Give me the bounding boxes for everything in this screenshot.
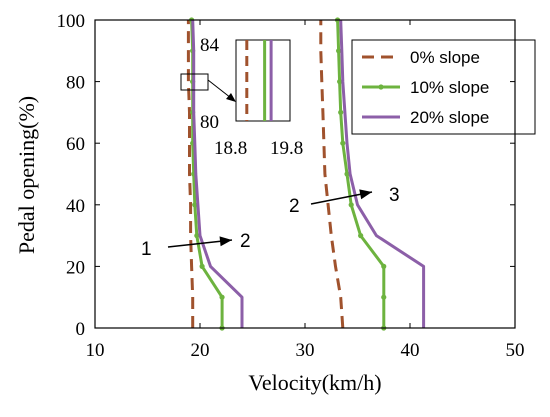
y-tick-label-2: 40 (66, 196, 85, 217)
data-point-1-0-1 (219, 294, 225, 300)
inset-pointer-line (207, 79, 232, 99)
x-tick-label-2: 30 (296, 340, 315, 361)
data-point-1-1-6 (340, 140, 346, 146)
series-line-2-1 (339, 19, 426, 328)
x-tick-label-0: 10 (86, 340, 105, 361)
y-axis-title: Pedal opening(%) (14, 96, 39, 254)
zoom-region-marker (180, 73, 209, 91)
inset-box (235, 39, 291, 122)
arrow2-from-label: 2 (289, 196, 300, 217)
y-tick-label-3: 60 (66, 134, 85, 155)
series-line-0-1 (319, 20, 345, 329)
inset-x-left-label: 18.8 (214, 138, 247, 159)
data-point-1-1-8 (337, 79, 343, 85)
legend-label-1: 10% slope (410, 78, 489, 97)
x-tick-label-3: 40 (401, 340, 420, 361)
arrow1-from-label: 1 (141, 239, 152, 260)
series-line-2-0 (191, 19, 244, 328)
inset-pointer-head (226, 93, 236, 102)
data-point-1-0-3 (194, 233, 200, 239)
axes: 10 20 30 40 50 0 20 40 60 80 100 (57, 11, 525, 361)
y-tick-label-0: 0 (76, 319, 86, 340)
arrow1-to-label: 2 (240, 231, 251, 252)
inset-y-bottom-label: 80 (200, 112, 219, 133)
data-point-1-1-9 (336, 48, 342, 54)
legend-label-2: 20% slope (410, 108, 489, 127)
x-tick-label-1: 20 (191, 340, 210, 361)
zoom-inset: 84 80 18.8 19.8 (180, 35, 303, 159)
data-point-1-1-5 (344, 171, 350, 177)
arrow1-head (219, 236, 232, 247)
data-point-1-0-2 (199, 263, 205, 269)
data-point-1-0-4 (192, 202, 198, 208)
arrow2-to-label: 3 (389, 185, 400, 206)
data-point-1-1-2 (381, 263, 387, 269)
data-point-1-1-1 (381, 294, 387, 300)
data-point-1-1-4 (348, 202, 354, 208)
legend-marker-1 (378, 84, 384, 90)
data-point-1-1-3 (358, 233, 364, 239)
x-tick-label-4: 50 (506, 340, 525, 361)
arrow2-head (359, 189, 372, 200)
inset-y-top-label: 84 (200, 35, 220, 56)
annotations: 1 2 2 3 (141, 185, 400, 260)
legend-label-0: 0% slope (410, 48, 480, 67)
data-point-1-1-7 (338, 109, 344, 115)
y-tick-label-1: 20 (66, 257, 85, 278)
x-axis-title: Velocity(km/h) (248, 370, 381, 395)
y-tick-label-5: 100 (57, 11, 86, 32)
series-line-0-0 (186, 20, 195, 328)
legend: 0% slope 10% slope 20% slope (351, 39, 536, 135)
inset-x-right-label: 19.8 (270, 138, 303, 159)
plot-lines (186, 17, 426, 331)
y-tick-label-4: 80 (66, 73, 85, 94)
